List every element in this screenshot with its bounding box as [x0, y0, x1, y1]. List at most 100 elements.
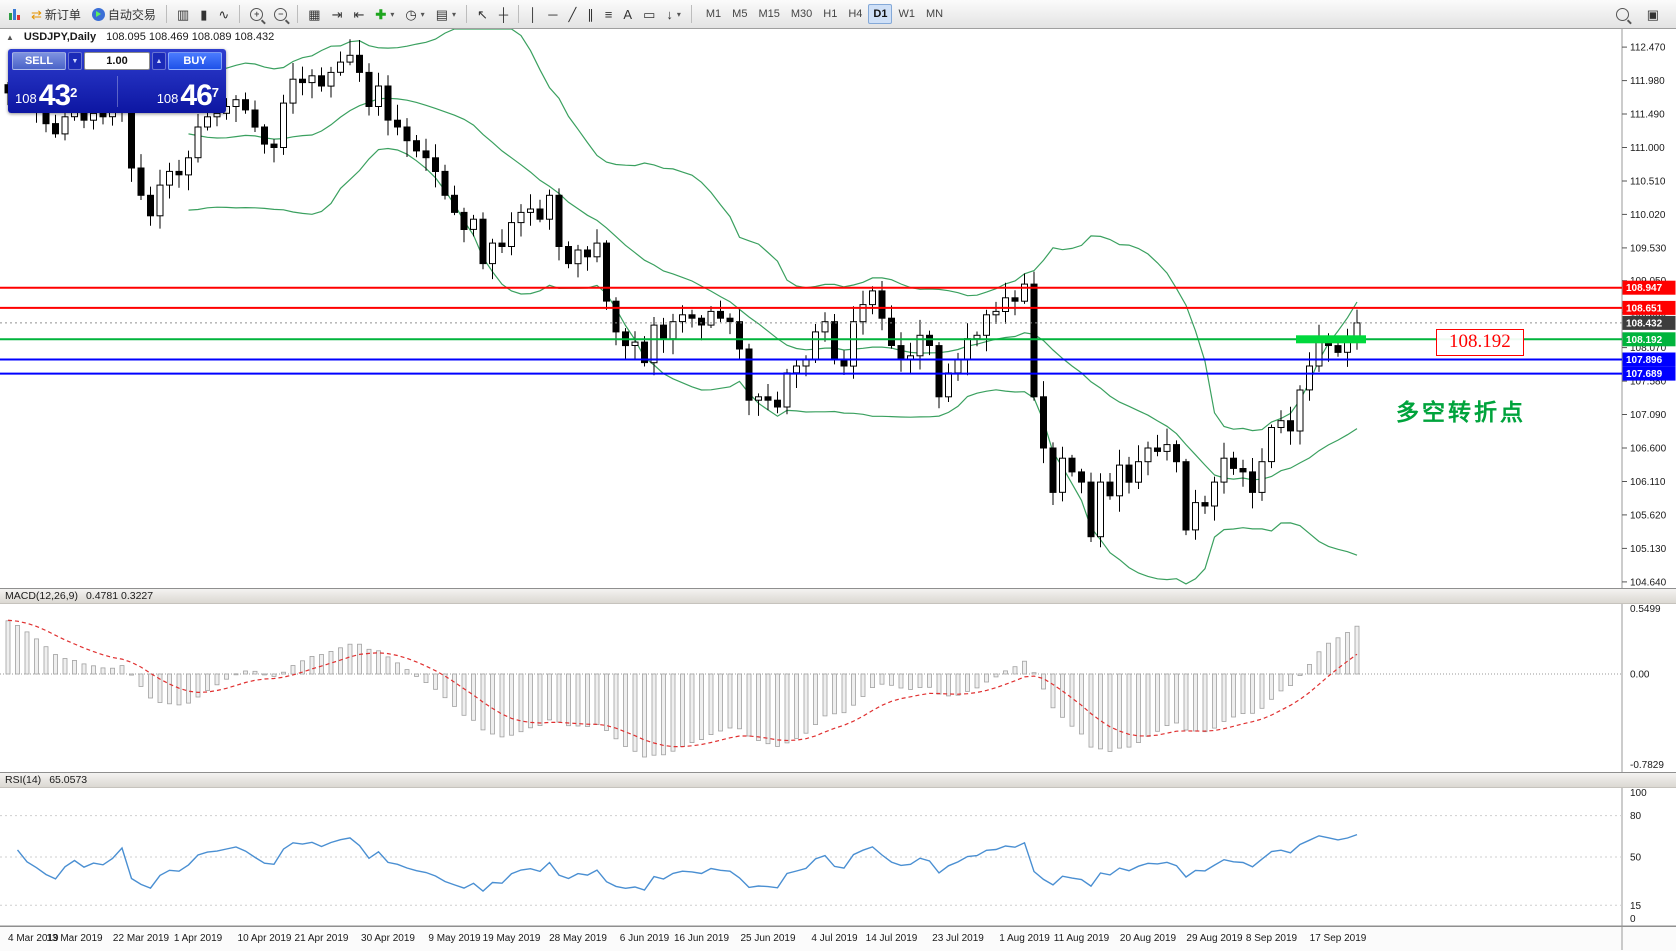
- timeframe-button-d1[interactable]: D1: [868, 4, 893, 24]
- svg-text:28 May 2019: 28 May 2019: [549, 933, 607, 944]
- chevron-down-icon: ▾: [420, 9, 425, 19]
- candlestick-chart-button[interactable]: ▮: [195, 3, 212, 25]
- volume-decrease-button[interactable]: ▼: [68, 52, 82, 70]
- buy-price-fraction: 7: [211, 84, 219, 100]
- indicators-button[interactable]: ✚ ▾: [370, 3, 399, 25]
- svg-text:105.620: 105.620: [1630, 510, 1667, 521]
- cursor-arrow-icon: ↖: [477, 6, 488, 22]
- buy-price[interactable]: 108 46 7: [157, 80, 219, 111]
- svg-text:19 May 2019: 19 May 2019: [483, 933, 541, 944]
- svg-text:108.192: 108.192: [1626, 335, 1663, 346]
- svg-text:1 Aug 2019: 1 Aug 2019: [999, 933, 1050, 944]
- timeframe-button-m5[interactable]: M5: [727, 4, 752, 24]
- periods-button[interactable]: ◷ ▾: [400, 3, 429, 25]
- timeframe-button-m15[interactable]: M15: [753, 4, 784, 24]
- chart-area: 112.470 111.980 111.490 111.000 110.510 110.0…: [0, 28, 1676, 951]
- svg-text:6 Jun 2019: 6 Jun 2019: [620, 933, 670, 944]
- fibonacci-button[interactable]: ≡: [600, 3, 618, 25]
- cursor-button[interactable]: ↖: [472, 3, 493, 25]
- svg-text:4 Mar 2019: 4 Mar 2019: [8, 933, 59, 944]
- sell-price-fraction: 2: [70, 84, 78, 100]
- svg-text:20 Aug 2019: 20 Aug 2019: [1120, 933, 1177, 944]
- svg-text:110.510: 110.510: [1630, 177, 1666, 188]
- trendline-button[interactable]: ╱: [563, 3, 581, 25]
- tile-windows-button[interactable]: ▦: [303, 3, 325, 25]
- toolbar-separator: [518, 5, 520, 23]
- timeframe-button-mn[interactable]: MN: [921, 4, 948, 24]
- toolbar-right-tools: ▣: [1611, 3, 1672, 25]
- svg-text:108.947: 108.947: [1626, 283, 1663, 294]
- one-click-trading-panel: SELL ▼ ▲ BUY 108 43 2 108 46 7: [8, 49, 226, 113]
- toolbar-separator: [239, 5, 241, 23]
- channel-icon: ∥: [587, 6, 594, 22]
- channel-button[interactable]: ∥: [582, 3, 599, 25]
- annotation-note: 多空转折点: [1396, 399, 1526, 425]
- community-button[interactable]: ▣: [1642, 3, 1664, 25]
- svg-text:107.580: 107.580: [1630, 377, 1667, 388]
- templates-button[interactable]: ▤ ▾: [431, 3, 461, 25]
- text-tool-button[interactable]: A: [618, 3, 637, 25]
- svg-text:1 Apr 2019: 1 Apr 2019: [174, 933, 223, 944]
- auto-scroll-button[interactable]: ⇥: [327, 3, 348, 25]
- quick-search-button[interactable]: [1611, 3, 1634, 25]
- collapse-arrow-icon[interactable]: ▲: [6, 32, 14, 42]
- svg-text:13 Mar 2019: 13 Mar 2019: [46, 933, 103, 944]
- vertical-line-button[interactable]: │: [524, 3, 542, 25]
- svg-text:14 Jul 2019: 14 Jul 2019: [866, 933, 918, 944]
- price-chart-canvas[interactable]: 112.470 111.980 111.490 111.000 110.510 110.0…: [0, 28, 1676, 950]
- window-icon: ▣: [1646, 6, 1659, 22]
- svg-text:106.600: 106.600: [1630, 444, 1667, 455]
- zoom-out-button[interactable]: −: [269, 3, 292, 25]
- rsi-label: RSI(14): [5, 774, 42, 786]
- chart-shift-icon: ⇤: [353, 6, 365, 22]
- buy-button[interactable]: BUY: [168, 52, 222, 70]
- zoom-in-button[interactable]: +: [245, 3, 268, 25]
- text-label-button[interactable]: ▭: [638, 3, 660, 25]
- timeframe-button-w1[interactable]: W1: [893, 4, 920, 24]
- bar-chart-icon: ▥: [176, 6, 190, 22]
- horizontal-line-button[interactable]: ─: [543, 3, 562, 25]
- line-chart-button[interactable]: ∿: [213, 3, 234, 25]
- search-icon: [1615, 7, 1629, 21]
- price-callout-box[interactable]: 108.192: [1436, 329, 1524, 356]
- timeframe-button-m30[interactable]: M30: [786, 4, 817, 24]
- sell-price-handle: 108: [15, 91, 37, 106]
- svg-text:108.432: 108.432: [1626, 318, 1663, 329]
- chart-window-icon[interactable]: [4, 3, 25, 25]
- new-order-button[interactable]: ⇄ 新订单: [26, 3, 86, 25]
- macd-values: 0.4781 0.3227: [85, 590, 154, 602]
- bar-chart-button[interactable]: ▥: [172, 3, 194, 25]
- timeframe-button-h4[interactable]: H4: [843, 4, 867, 24]
- svg-text:105.130: 105.130: [1630, 544, 1667, 555]
- autotrading-button[interactable]: 自动交易: [87, 3, 161, 25]
- svg-text:109.530: 109.530: [1630, 243, 1667, 254]
- new-order-label: 新订单: [44, 7, 81, 22]
- sell-button[interactable]: SELL: [12, 52, 66, 70]
- timeframe-button-m1[interactable]: M1: [701, 4, 726, 24]
- svg-text:80: 80: [1630, 811, 1642, 822]
- svg-text:0.5499: 0.5499: [1630, 604, 1661, 615]
- svg-text:107.896: 107.896: [1626, 355, 1663, 366]
- volume-input[interactable]: [84, 52, 150, 70]
- svg-text:112.470: 112.470: [1630, 43, 1666, 54]
- svg-text:110.020: 110.020: [1630, 210, 1666, 221]
- timeframe-toolbar: M1 M5 M15 M30 H1 H4 D1 W1 MN: [701, 4, 948, 24]
- svg-text:8 Sep 2019: 8 Sep 2019: [1246, 933, 1298, 944]
- chart-shift-button[interactable]: ⇤: [349, 3, 370, 25]
- svg-text:30 Apr 2019: 30 Apr 2019: [361, 933, 415, 944]
- svg-text:29 Aug 2019: 29 Aug 2019: [1186, 933, 1243, 944]
- mini-chart-icon: [9, 8, 20, 20]
- svg-text:111.490: 111.490: [1630, 110, 1665, 121]
- volume-increase-button[interactable]: ▲: [152, 52, 166, 70]
- horizontal-line-icon: ─: [548, 6, 558, 22]
- svg-text:11 Aug 2019: 11 Aug 2019: [1054, 933, 1110, 944]
- macd-label: MACD(12,26,9): [5, 590, 78, 602]
- rsi-header: RSI(14) 65.0573: [0, 772, 1676, 788]
- crosshair-button[interactable]: ┼: [494, 3, 513, 25]
- svg-text:17 Sep 2019: 17 Sep 2019: [1310, 933, 1367, 944]
- arrows-tool-button[interactable]: ↓ ▾: [661, 3, 686, 25]
- sell-price[interactable]: 108 43 2: [15, 80, 78, 111]
- timeframe-button-h1[interactable]: H1: [818, 4, 842, 24]
- autotrading-icon: [91, 7, 105, 21]
- chart-symbol-ohlc: ▲ USDJPY,Daily 108.095 108.469 108.089 1…: [6, 31, 274, 43]
